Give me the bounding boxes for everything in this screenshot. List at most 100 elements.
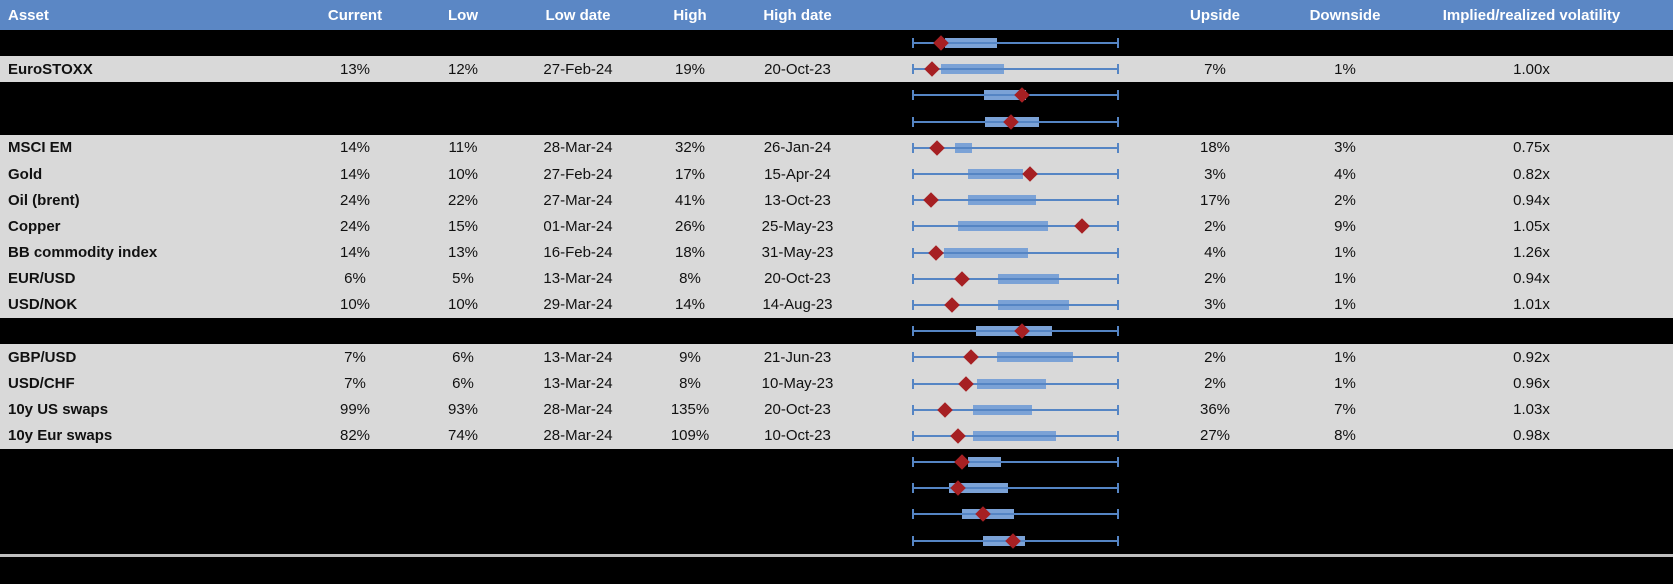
cell-low_date [516, 30, 640, 56]
cell-low: 10% [447, 165, 479, 183]
column-header-current: Current [327, 6, 383, 24]
cell-high: 17% [674, 165, 706, 183]
cell-ratio: 0.82x [1513, 165, 1550, 183]
cell-high_date: 13-Oct-23 [764, 191, 831, 209]
cell-ratio [1390, 501, 1673, 527]
cell-current: 7% [344, 375, 366, 393]
bottom-divider [0, 553, 1673, 557]
cell-low [410, 449, 516, 475]
whisker-cap-right [1117, 326, 1119, 337]
cell-low: 12% [447, 60, 479, 78]
row-10y-us-swaps: 10y US swaps 99% 93% 28-Mar-24 135% 20-Oct-23… [0, 396, 1673, 423]
current-level-diamond-icon [1022, 166, 1038, 182]
cell-low: 74% [447, 427, 479, 445]
cell-downside: 1% [1334, 348, 1356, 366]
cell-low_date [516, 449, 640, 475]
hidden-row [0, 527, 1673, 554]
cell-ratio: 1.26x [1513, 244, 1550, 262]
cell-ratio [1390, 318, 1673, 344]
cell-asset [0, 82, 300, 108]
range-box-plot [855, 135, 1130, 161]
cell-ratio [1390, 449, 1673, 475]
hidden-row [0, 318, 1673, 345]
cell-high_date [740, 109, 855, 135]
whisker-cap-right [1117, 38, 1119, 49]
column-header-range-plot [855, 0, 1130, 30]
whisker-cap-left [912, 116, 914, 127]
cell-upside: 36% [1199, 401, 1231, 419]
cell-current: 14% [339, 139, 371, 157]
row-gold: Gold 14% 10% 27-Feb-24 17% 15-Apr-24 3% 4% 0.82x [0, 160, 1673, 188]
cell-low_date [516, 82, 640, 108]
cell-low: 15% [447, 217, 479, 235]
range-box-plot [855, 370, 1130, 396]
cell-low [410, 82, 516, 108]
cell-high_date [740, 449, 855, 475]
whisker-cap-left [912, 38, 914, 49]
current-level-diamond-icon [954, 271, 970, 287]
column-header-asset: Asset [8, 6, 49, 24]
whisker-line [913, 408, 1118, 411]
hidden-row [0, 108, 1673, 135]
range-box-plot [855, 30, 1130, 56]
cell-high_date: 14-Aug-23 [762, 296, 833, 314]
cell-downside [1300, 109, 1390, 135]
current-level-diamond-icon [937, 401, 953, 418]
current-level-diamond-icon [958, 375, 974, 392]
whisker-cap-right [1117, 535, 1119, 546]
cell-upside: 3% [1204, 296, 1226, 314]
current-level-diamond-icon [928, 244, 944, 261]
cell-downside [1300, 82, 1390, 108]
cell-downside: 3% [1334, 139, 1356, 157]
cell-high: 8% [679, 375, 701, 393]
cell-low_date: 27-Feb-24 [543, 165, 613, 183]
cell-low: 22% [447, 191, 479, 209]
cell-low_date [516, 318, 640, 344]
cell-current [300, 501, 410, 527]
cell-asset [0, 30, 300, 56]
cell-high: 41% [674, 191, 706, 209]
whisker-line [913, 68, 1118, 71]
cell-asset: MSCI EM [8, 139, 73, 157]
whisker-cap-right [1117, 169, 1119, 180]
cell-ratio: 1.01x [1513, 296, 1550, 314]
cell-low_date [516, 109, 640, 135]
current-level-diamond-icon [924, 61, 941, 78]
cell-downside [1300, 501, 1390, 527]
cell-upside [1130, 30, 1300, 56]
cell-low [410, 528, 516, 554]
cell-low_date: 01-Mar-24 [543, 217, 613, 235]
cell-asset: EUR/USD [8, 270, 76, 288]
cell-upside: 27% [1199, 427, 1231, 445]
hidden-row [0, 82, 1673, 109]
cell-current: 82% [339, 427, 371, 445]
whisker-cap-left [912, 273, 914, 284]
cell-upside: 2% [1204, 348, 1226, 366]
cell-high_date: 20-Oct-23 [764, 60, 831, 78]
column-header-low_date: Low date [545, 6, 611, 24]
cell-low_date: 27-Feb-24 [543, 60, 613, 78]
whisker-cap-left [912, 535, 914, 546]
cell-current: 24% [339, 191, 371, 209]
column-header-ratio: Implied/realized volatility [1442, 6, 1621, 24]
column-header-high: High [673, 6, 707, 24]
cell-asset: Copper [8, 217, 61, 235]
cell-downside: 7% [1334, 401, 1356, 419]
cell-upside [1130, 449, 1300, 475]
cell-high_date [740, 318, 855, 344]
cell-ratio [1390, 109, 1673, 135]
cell-downside [1300, 449, 1390, 475]
row-eurostoxx: EuroSTOXX 13% 12% 27-Feb-24 19% 20-Oct-23 7% 1%… [0, 56, 1673, 83]
cell-low: 6% [452, 375, 474, 393]
range-box-plot [855, 397, 1130, 423]
cell-low_date: 16-Feb-24 [543, 244, 613, 262]
cell-asset [0, 528, 300, 554]
whisker-cap-right [1117, 64, 1119, 75]
cell-high_date: 26-Jan-24 [763, 139, 832, 157]
cell-downside: 1% [1334, 244, 1356, 262]
whisker-line [913, 277, 1118, 280]
cell-current [300, 318, 410, 344]
cell-current: 13% [339, 60, 371, 78]
cell-high: 26% [674, 217, 706, 235]
